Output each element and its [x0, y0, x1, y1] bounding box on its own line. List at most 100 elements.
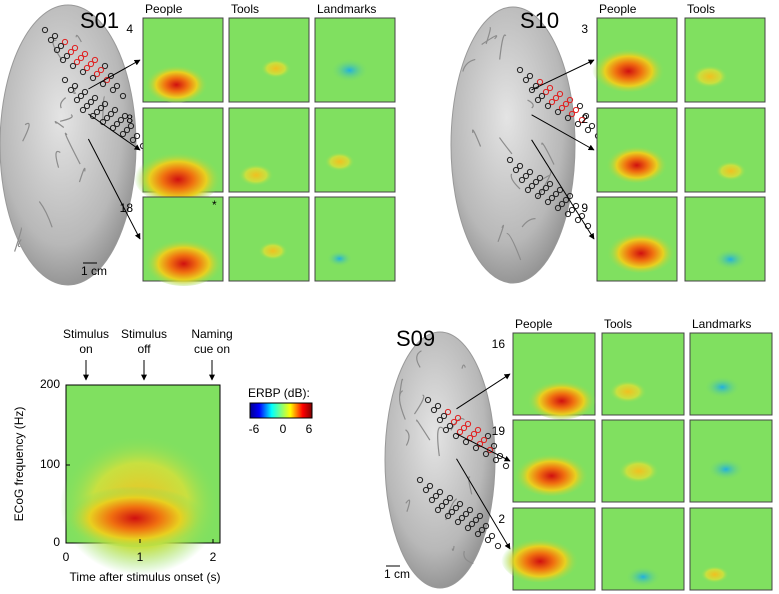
- brain: [0, 4, 137, 286]
- sulcus: [75, 34, 82, 43]
- tile-bg: [601, 332, 685, 416]
- row-label: 3: [581, 22, 588, 36]
- electrode: [133, 132, 141, 140]
- sulcus: [413, 394, 425, 415]
- electrode: [556, 90, 564, 98]
- electrode: [566, 96, 574, 104]
- column-label: Landmarks: [317, 2, 376, 16]
- electrode: [422, 486, 430, 494]
- electrode: [452, 504, 460, 512]
- tile-bg: [228, 196, 310, 282]
- electrode: [119, 92, 127, 100]
- sulcus: [451, 545, 455, 552]
- electrode: [544, 102, 552, 110]
- x-axis-label: Time after stimulus onset (s): [70, 570, 221, 584]
- spectrogram-tile: [314, 196, 396, 282]
- electrode: [123, 126, 131, 134]
- tile-blob: [715, 161, 747, 181]
- spectrogram-tile: [134, 107, 224, 205]
- electrode: [568, 110, 576, 118]
- electrode: [93, 108, 101, 116]
- event-label: Stimulus: [63, 327, 109, 341]
- electrode: [438, 502, 446, 510]
- sulcus: [481, 35, 498, 45]
- spectrogram-tile: [228, 196, 310, 282]
- electrode: [113, 120, 121, 128]
- tile-blob: [605, 143, 668, 183]
- electrode: [83, 102, 91, 110]
- y-tick-label: 0: [53, 535, 60, 549]
- electrode: [67, 48, 75, 56]
- sulcus: [416, 419, 431, 441]
- tile-blob: [618, 458, 660, 484]
- electrode: [73, 96, 81, 104]
- electrode: [97, 104, 105, 112]
- sulcus: [463, 550, 474, 565]
- electrode: [478, 526, 486, 534]
- tile-blob: [707, 458, 745, 481]
- electrode: [57, 42, 65, 50]
- electrode: [522, 76, 530, 84]
- electrode: [67, 86, 75, 94]
- sulcus: [399, 378, 404, 396]
- electrode: [536, 78, 544, 86]
- brain: [450, 6, 576, 284]
- scale-label: 1 cm: [81, 264, 107, 278]
- electrode: [442, 426, 450, 434]
- electrode: [444, 408, 452, 416]
- spectrogram-tile: [228, 107, 310, 193]
- electrode: [548, 98, 556, 106]
- electrode: [63, 52, 71, 60]
- electrode: [444, 512, 452, 520]
- sulcus: [59, 114, 73, 122]
- arrow: [531, 114, 595, 151]
- electrode: [103, 114, 111, 122]
- electrode: [542, 88, 550, 96]
- tile-blob: [144, 236, 224, 287]
- y-tick-label: 100: [40, 457, 60, 471]
- electrode: [97, 66, 105, 74]
- electrode: [454, 518, 462, 526]
- tile-bg: [314, 196, 396, 282]
- electrode: [452, 432, 460, 440]
- spectrogram-tile: [689, 507, 773, 591]
- x-tick-label: 0: [63, 550, 70, 564]
- sulcus: [14, 227, 22, 252]
- sulcus: [22, 122, 30, 142]
- electrode: [564, 210, 572, 218]
- column-label: People: [599, 2, 637, 16]
- electrode: [506, 156, 514, 164]
- electrode: [111, 106, 119, 114]
- column-label: Tools: [231, 2, 259, 16]
- sulcus: [405, 429, 410, 446]
- spectrogram-tile: [592, 17, 678, 103]
- electrode: [516, 162, 524, 170]
- arrow: [531, 139, 595, 240]
- arrow: [87, 138, 141, 240]
- spectrogram-tile: [142, 17, 224, 103]
- electrode: [470, 430, 478, 438]
- electrode: [454, 414, 462, 422]
- row-label: 9: [581, 201, 588, 215]
- spectrogram-tile: [314, 107, 396, 193]
- spectrogram-tile: [689, 419, 773, 503]
- electrode: [484, 536, 492, 544]
- sulcus: [541, 142, 555, 165]
- electrode: [93, 70, 101, 78]
- tile-blob: [703, 376, 741, 399]
- electrode: [546, 180, 554, 188]
- tile-blob: [326, 250, 353, 267]
- sulcus: [59, 97, 67, 109]
- electrode: [89, 74, 97, 82]
- y-tick-label: 200: [40, 377, 60, 391]
- spectrogram-tile: [684, 17, 766, 103]
- electrode: [490, 442, 498, 450]
- electrode: [564, 114, 572, 122]
- tile-blob: [145, 62, 208, 103]
- electrode: [61, 76, 69, 84]
- electrode: [69, 62, 77, 70]
- scale-label: 1 cm: [384, 567, 410, 581]
- sulcus: [499, 34, 507, 60]
- electrode: [474, 426, 482, 434]
- tile-blob: [625, 566, 661, 588]
